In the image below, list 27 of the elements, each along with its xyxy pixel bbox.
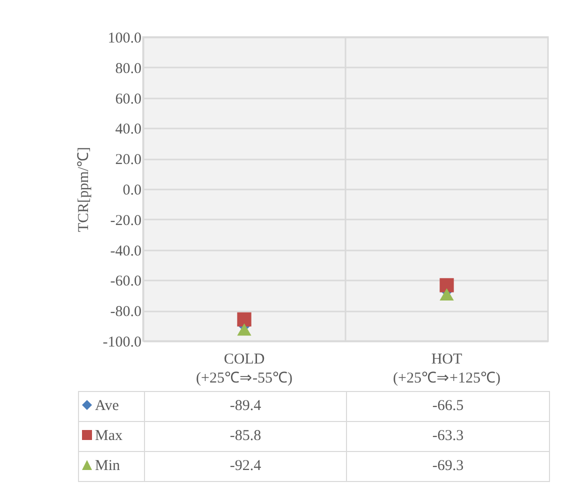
data-label: -66.5 [346, 392, 550, 422]
y-tick-label: -40.0 [110, 243, 142, 260]
x-tick-label: COLD (+25℃⇒-55℃) [196, 352, 292, 386]
point [440, 278, 454, 292]
y-tick-label: 80.0 [115, 60, 142, 77]
data-label: -69.3 [346, 452, 550, 482]
y-tick-label: -80.0 [110, 304, 142, 320]
y-tick-label: -100.0 [102, 334, 142, 350]
y-tick-label: -60.0 [110, 274, 142, 290]
y-tick-label: 0.0 [122, 182, 142, 198]
point [440, 288, 454, 300]
y-tick-label: 20.0 [115, 152, 142, 168]
point [237, 312, 252, 326]
data-label: -63.3 [346, 422, 550, 452]
y-tick-label: -20.0 [110, 212, 142, 229]
y-tick-label: 40.0 [115, 122, 142, 138]
data-label: -92.4 [144, 452, 346, 482]
x-tick-label: HOT (+25℃⇒+125℃) [393, 352, 500, 386]
legend-label: Max [78, 422, 144, 452]
point [237, 323, 252, 336]
y-axis-title: TCR[ppm/℃] [76, 147, 92, 232]
data-label: -85.8 [144, 422, 346, 452]
y-tick-label: 60.0 [115, 91, 142, 108]
legend-label: Ave [78, 392, 144, 422]
y-tick-label: 100.0 [108, 30, 142, 46]
legend-label: Min [78, 452, 144, 482]
data-label: -89.4 [144, 392, 346, 422]
